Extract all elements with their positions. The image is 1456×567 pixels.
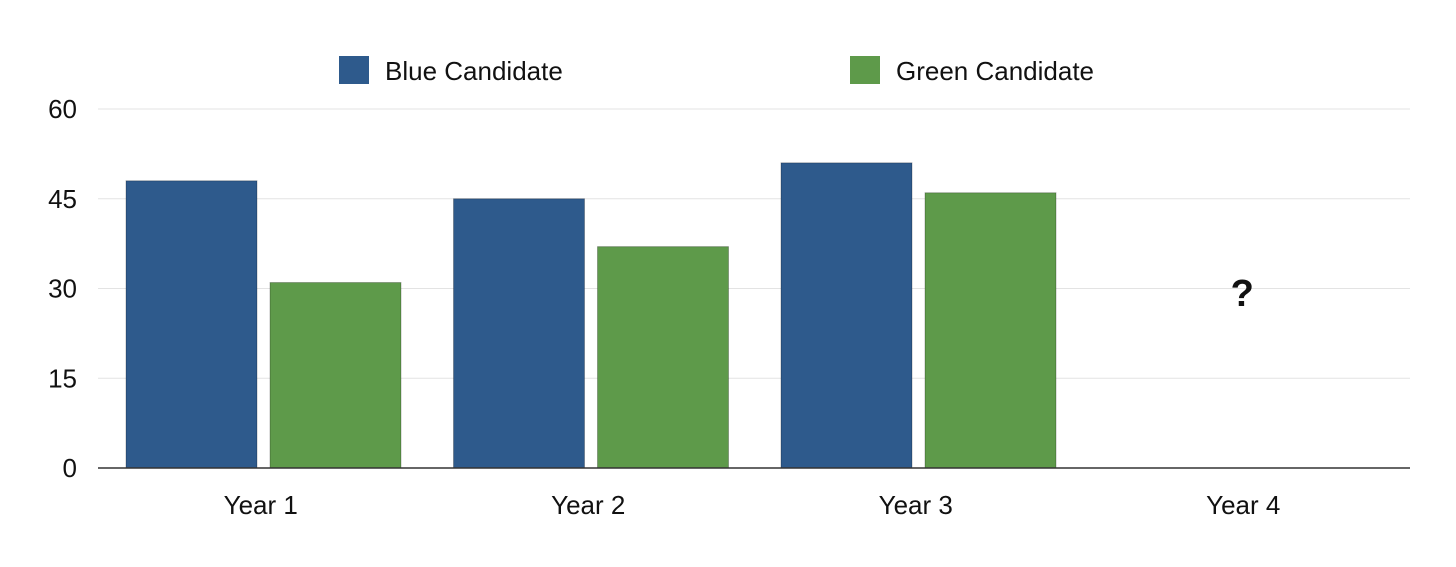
legend-label: Blue Candidate [385, 56, 563, 86]
legend-label: Green Candidate [896, 56, 1094, 86]
y-tick-label: 45 [48, 184, 77, 214]
chart-annotations: ? [1231, 273, 1254, 315]
x-tick-label: Year 1 [224, 490, 298, 520]
legend-swatch [339, 56, 369, 84]
unknown-value-annotation: ? [1231, 273, 1254, 315]
y-tick-label: 60 [48, 94, 77, 124]
bar-blue-candidate [125, 180, 258, 469]
x-axis: Year 1 Year 2 Year 3 Year 4 [98, 467, 1410, 520]
x-tick-label: Year 3 [879, 490, 953, 520]
y-tick-label: 30 [48, 274, 77, 304]
y-tick-label: 0 [63, 453, 77, 483]
legend-swatch [850, 56, 880, 84]
bar-green-candidate [269, 282, 402, 469]
bar-blue-candidate [453, 198, 585, 469]
bar-blue-candidate [780, 162, 913, 469]
bar-green-candidate [597, 246, 729, 469]
chart-bars [125, 162, 1057, 469]
y-tick-label: 15 [48, 363, 77, 393]
chart-legend: Blue Candidate Green Candidate [339, 56, 1094, 86]
y-axis: 0 15 30 45 60 [48, 94, 77, 483]
bar-green-candidate [924, 192, 1057, 469]
x-tick-label: Year 4 [1206, 490, 1280, 520]
x-tick-label: Year 2 [551, 490, 625, 520]
